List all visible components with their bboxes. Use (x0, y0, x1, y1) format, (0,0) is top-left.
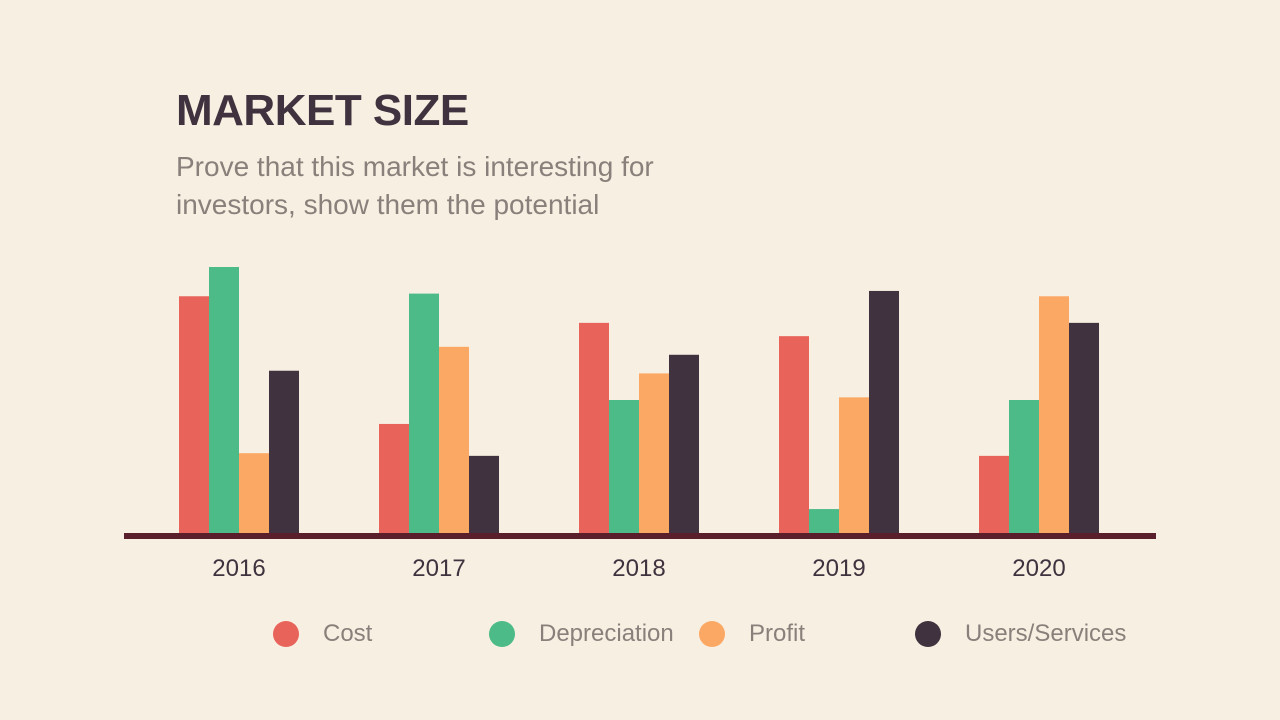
bar-cost-2018 (579, 322, 609, 533)
bar-profit-2018 (639, 373, 669, 533)
bar-chart: 2016 2017 2018 2019 2020 (124, 267, 1156, 582)
legend-marker-icon (915, 621, 941, 647)
bar-profit-2020 (1039, 296, 1069, 533)
bar-profit-2016 (239, 453, 269, 533)
page-subtitle: Prove that this market is interesting fo… (176, 151, 654, 220)
legend-item: Users/Services (915, 620, 1126, 648)
bar-users-services-2016 (269, 370, 299, 533)
x-tick-label: 2016 (212, 555, 265, 582)
bar-depreciation-2019 (809, 509, 839, 533)
x-tick-label: 2017 (412, 555, 465, 582)
legend-label: Users/Services (965, 620, 1127, 647)
x-tick-label: 2020 (1012, 555, 1065, 582)
bar-depreciation-2020 (1009, 400, 1039, 533)
legend-marker-icon (699, 621, 725, 647)
x-axis-baseline (124, 533, 1156, 539)
page-title: MARKET SIZE (176, 86, 469, 135)
bar-depreciation-2018 (609, 400, 639, 533)
bar-users-services-2018 (669, 354, 699, 533)
bar-users-services-2019 (869, 290, 899, 533)
x-tick-label: 2018 (612, 555, 665, 582)
bar-profit-2017 (439, 346, 469, 533)
legend-label: Cost (323, 620, 373, 647)
legend-marker-icon (273, 621, 299, 647)
x-tick-label: 2019 (812, 555, 865, 582)
legend-label: Profit (749, 620, 806, 647)
legend-label: Depreciation (539, 620, 674, 647)
bar-profit-2019 (839, 397, 869, 533)
bar-users-services-2017 (469, 455, 499, 533)
legend-item: Depreciation (489, 620, 674, 648)
legend-item: Cost (273, 620, 372, 648)
bar-depreciation-2017 (409, 293, 439, 533)
bar-cost-2017 (379, 423, 409, 533)
bar-users-services-2020 (1069, 322, 1099, 533)
bar-cost-2020 (979, 455, 1009, 533)
legend-item: Profit (699, 620, 805, 648)
legend-marker-icon (489, 621, 515, 647)
bar-cost-2019 (779, 336, 809, 533)
bar-depreciation-2016 (209, 267, 239, 533)
bar-cost-2016 (179, 296, 209, 533)
